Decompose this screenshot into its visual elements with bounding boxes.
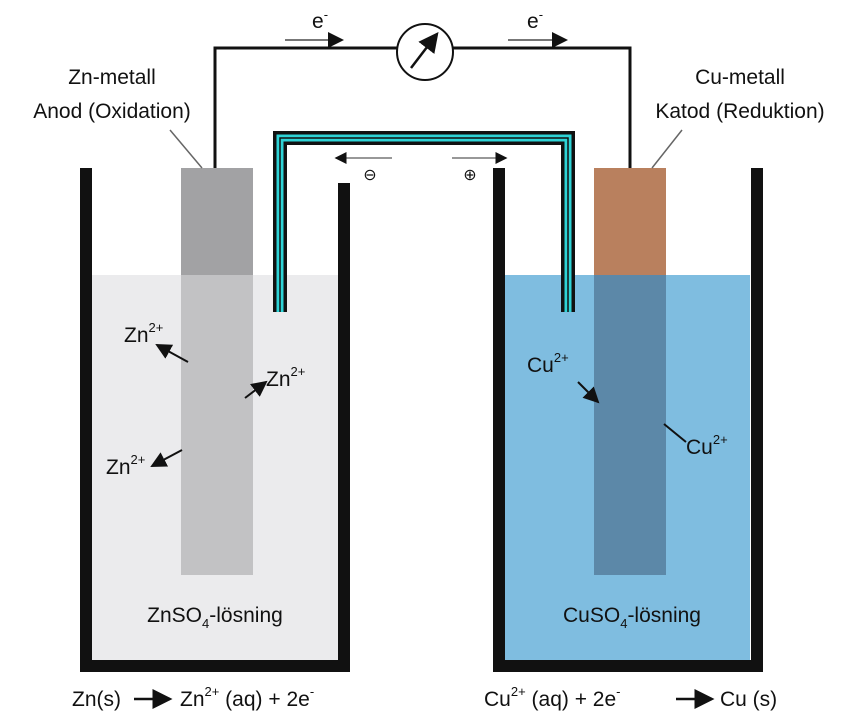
cathode-role: Katod (Reduktion): [655, 100, 824, 123]
ion-label: Zn2+: [106, 452, 145, 479]
ion-label: Cu2+: [686, 432, 728, 459]
charge: -: [310, 684, 314, 699]
cu-electrode-submerged: [594, 275, 666, 575]
plus-sign: ⊕: [463, 167, 476, 184]
solution-label: ZnSO4-lösning: [147, 604, 283, 631]
ion-label: Zn2+: [266, 364, 305, 391]
reaction-product: Zn2+ (aq) + 2e-: [180, 684, 314, 711]
electron-label: e-: [527, 7, 543, 33]
symbol: Cu: [527, 354, 554, 377]
charge: 2+: [554, 350, 569, 365]
ion-label: Cu2+: [527, 350, 569, 377]
subscript: 4: [202, 616, 209, 631]
reaction-reactant: Zn(s): [72, 688, 121, 711]
symbol: Zn: [124, 324, 149, 347]
charge: 2+: [713, 432, 728, 447]
cu-beaker: [493, 168, 763, 672]
reaction-reactant: Cu2+ (aq) + 2e-: [484, 684, 621, 711]
anode-role: Anod (Oxidation): [33, 100, 191, 123]
electron-label: e-: [312, 7, 328, 33]
leader-line: [169, 129, 203, 169]
anode-label: Zn-metall: [68, 66, 156, 89]
charge: 2+: [291, 364, 306, 379]
ion-arrow: [244, 380, 268, 399]
ion-arrow: [155, 344, 189, 363]
salt-bridge-core: [279, 137, 569, 312]
zn-electrode-submerged: [181, 275, 253, 575]
ion-arrow: [150, 449, 183, 467]
wire: [213, 46, 632, 168]
ion-label: Zn2+: [124, 320, 163, 347]
reaction-product: Cu (s): [720, 688, 777, 711]
meter: [396, 23, 454, 81]
ion-arrow: [663, 423, 687, 443]
formula: CuSO: [563, 604, 620, 627]
charge: -: [616, 684, 620, 699]
charge: 2+: [131, 452, 146, 467]
leader-line: [651, 129, 683, 169]
cathode-label: Cu-metall: [695, 66, 785, 89]
ion-arrow: [577, 381, 600, 404]
product: Zn: [180, 688, 205, 711]
charge: -: [539, 7, 543, 22]
charge: 2+: [511, 684, 526, 699]
charge: 2+: [149, 320, 164, 335]
solution-label: CuSO4-lösning: [563, 604, 701, 631]
cu-electrode: [594, 168, 666, 275]
symbol: Cu: [686, 436, 713, 459]
symbol: Zn: [106, 456, 131, 479]
zn-electrode: [181, 168, 253, 275]
zn-beaker: [80, 168, 350, 672]
symbol: Zn: [266, 368, 291, 391]
reactant: Cu: [484, 688, 511, 711]
subscript: 4: [620, 616, 627, 631]
rest: (aq) + 2e: [526, 688, 616, 711]
rest: (aq) + 2e: [219, 688, 309, 711]
meter-needle: [410, 32, 439, 69]
charge: -: [324, 7, 328, 22]
charge: 2+: [205, 684, 220, 699]
formula: ZnSO: [147, 604, 202, 627]
suffix: -lösning: [627, 604, 701, 627]
symbol: e: [527, 10, 539, 33]
suffix: -lösning: [209, 604, 283, 627]
minus-sign: ⊖: [363, 167, 376, 184]
symbol: e: [312, 10, 324, 33]
